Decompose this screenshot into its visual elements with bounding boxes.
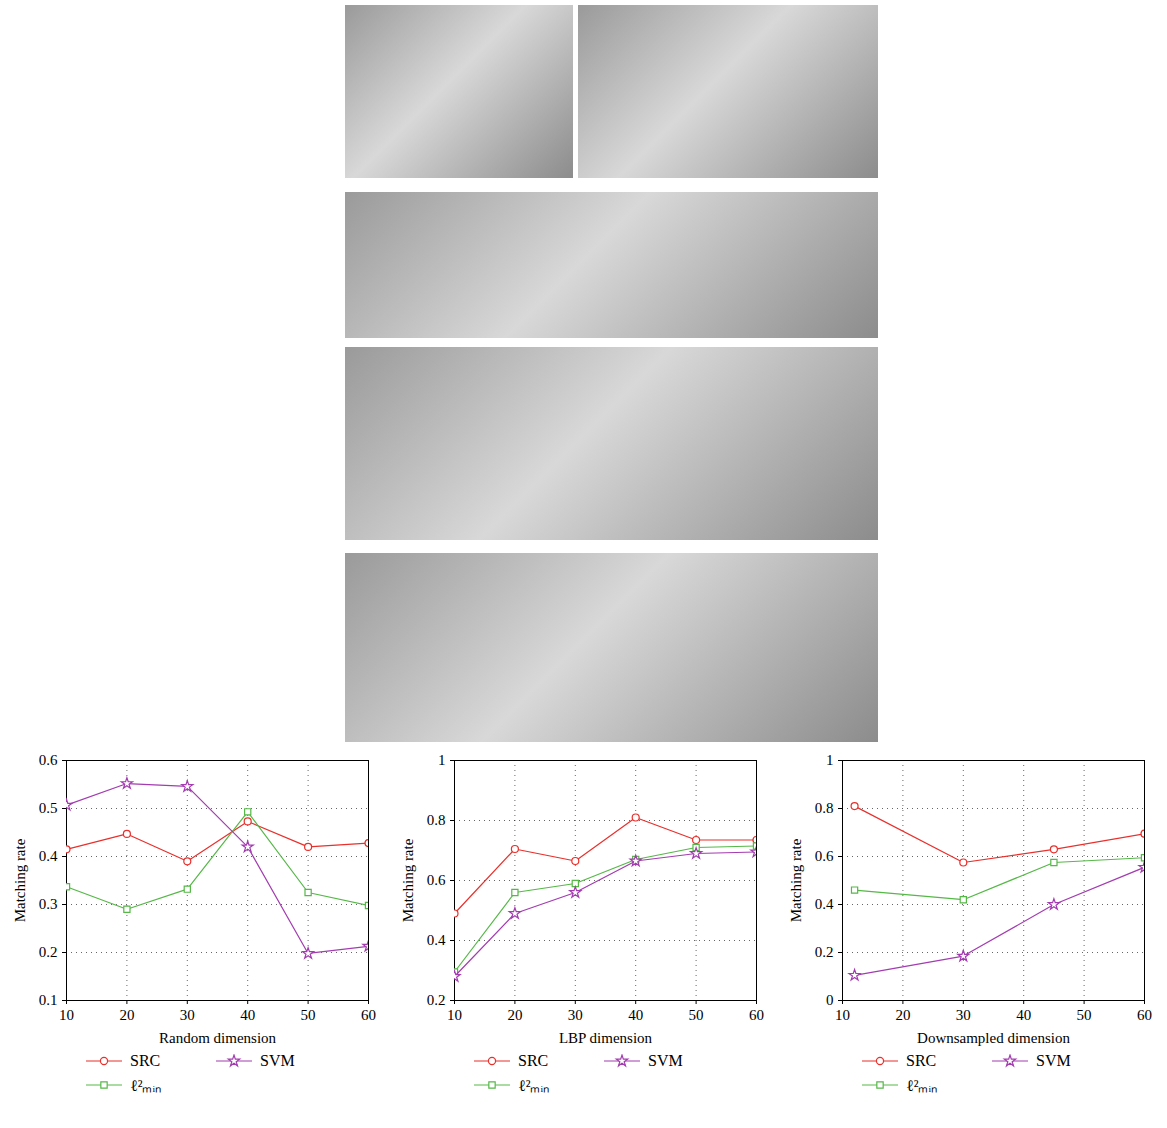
svg-text:0.6: 0.6 xyxy=(815,848,834,864)
html-text:SRC: SRC xyxy=(130,1052,161,1069)
html-text:SVM: SVM xyxy=(260,1052,295,1069)
svg-text:0.6: 0.6 xyxy=(39,752,58,768)
svg-text:0.5: 0.5 xyxy=(39,800,58,816)
svg-text:40: 40 xyxy=(628,1007,643,1023)
svg-text:10: 10 xyxy=(59,1007,74,1023)
html-text:ℓ²ₘᵢₙ: ℓ²ₘᵢₙ xyxy=(518,1077,550,1094)
svg-text:10: 10 xyxy=(447,1007,462,1023)
svg-text:0.8: 0.8 xyxy=(815,800,834,816)
svg-text:50: 50 xyxy=(1077,1007,1092,1023)
html-text:SVM: SVM xyxy=(1036,1052,1071,1069)
svg-text:0.4: 0.4 xyxy=(427,932,446,948)
svg-text:1: 1 xyxy=(438,752,446,768)
svg-text:0.3: 0.3 xyxy=(39,896,58,912)
svg-text:LBP dimension: LBP dimension xyxy=(559,1030,653,1046)
svg-text:Matching rate: Matching rate xyxy=(400,838,416,922)
svg-text:0: 0 xyxy=(826,992,834,1008)
svg-text:0.2: 0.2 xyxy=(815,944,834,960)
svg-text:40: 40 xyxy=(1016,1007,1031,1023)
svg-text:0.2: 0.2 xyxy=(427,992,446,1008)
svg-text:30: 30 xyxy=(956,1007,971,1023)
svg-text:Matching rate: Matching rate xyxy=(12,838,28,922)
svg-text:40: 40 xyxy=(240,1007,255,1023)
svg-text:0.4: 0.4 xyxy=(815,896,834,912)
svg-text:0.1: 0.1 xyxy=(39,992,58,1008)
html-text:SRC: SRC xyxy=(518,1052,549,1069)
svg-text:Downsampled dimension: Downsampled dimension xyxy=(917,1030,1070,1046)
svg-text:60: 60 xyxy=(749,1007,764,1023)
svg-text:10: 10 xyxy=(835,1007,850,1023)
svg-text:0.4: 0.4 xyxy=(39,848,58,864)
svg-text:50: 50 xyxy=(301,1007,316,1023)
svg-text:30: 30 xyxy=(180,1007,195,1023)
svg-text:0.2: 0.2 xyxy=(39,944,58,960)
svg-text:20: 20 xyxy=(507,1007,522,1023)
svg-text:0.6: 0.6 xyxy=(427,872,446,888)
svg-text:20: 20 xyxy=(119,1007,134,1023)
svg-text:30: 30 xyxy=(568,1007,583,1023)
html-text:SRC: SRC xyxy=(906,1052,937,1069)
svg-text:Random dimension: Random dimension xyxy=(159,1030,277,1046)
html-text:ℓ²ₘᵢₙ: ℓ²ₘᵢₙ xyxy=(906,1077,938,1094)
svg-text:60: 60 xyxy=(361,1007,376,1023)
svg-text:60: 60 xyxy=(1137,1007,1152,1023)
html-text:ℓ²ₘᵢₙ: ℓ²ₘᵢₙ xyxy=(130,1077,162,1094)
html-text:SVM: SVM xyxy=(648,1052,683,1069)
svg-text:20: 20 xyxy=(895,1007,910,1023)
svg-text:0.8: 0.8 xyxy=(427,812,446,828)
svg-text:1: 1 xyxy=(826,752,834,768)
svg-text:Matching rate: Matching rate xyxy=(788,838,804,922)
svg-text:50: 50 xyxy=(689,1007,704,1023)
